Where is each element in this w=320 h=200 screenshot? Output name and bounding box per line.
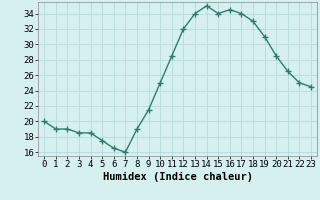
X-axis label: Humidex (Indice chaleur): Humidex (Indice chaleur) (103, 172, 252, 182)
